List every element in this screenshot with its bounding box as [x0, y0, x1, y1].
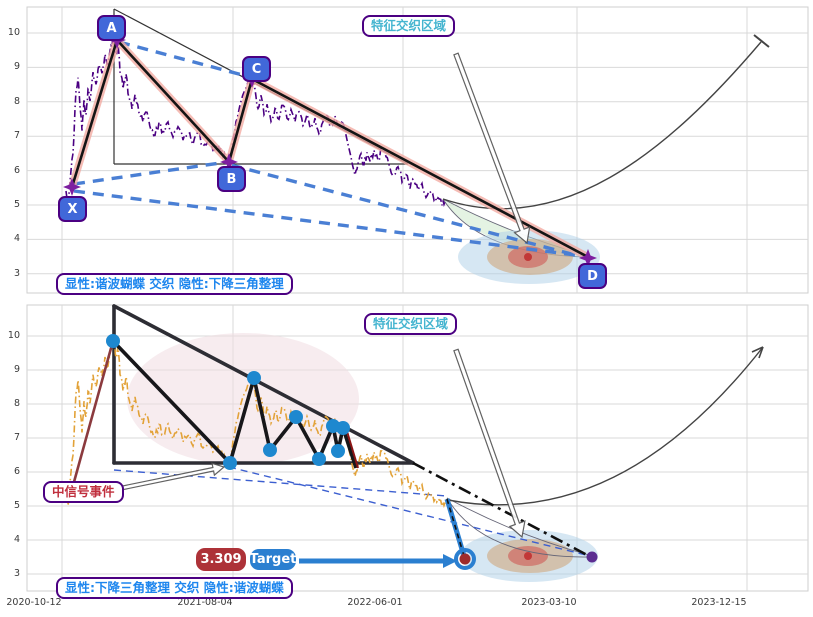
pivot-marker [220, 153, 238, 171]
target-ring [454, 548, 476, 570]
y-tick-label: 5 [13, 199, 20, 210]
price-series-bottom [65, 337, 446, 509]
touch-point-dot [223, 456, 237, 470]
x-tick-label: 2023-12-15 [691, 597, 747, 608]
mid-signal-event-label: 中信号事件 [43, 481, 124, 503]
cd-leg-dash-overlay [446, 498, 465, 557]
lens-curve-lower [446, 497, 590, 558]
target-zone-center-dot [524, 552, 532, 560]
y-tick-label: 9 [13, 61, 20, 73]
y-tick-label: 8 [13, 95, 20, 107]
y-tick-label: 5 [13, 500, 20, 511]
pivot-label-a: A [97, 15, 126, 41]
pivot-marker [579, 249, 597, 267]
pivot-label-c: C [242, 56, 271, 82]
y-tick-label: 6 [13, 466, 20, 477]
feature-interweave-zone-label-top: 特征交织区域 [362, 15, 456, 37]
signal-pointer-arrow [115, 462, 226, 492]
touch-point-dot [289, 410, 303, 424]
final-leg-red [345, 427, 359, 469]
pivot-label-d: D [578, 263, 607, 289]
pivot-label-b: B [217, 166, 246, 192]
touch-point-dot [331, 444, 345, 458]
hidden-line-a-c [118, 40, 251, 79]
target-badge: Target [250, 549, 296, 570]
target-arrow-head [443, 554, 457, 568]
target-value-badge: 3.309 [196, 548, 246, 571]
zone-pointer-arrow-top [453, 52, 531, 245]
pivot-label-x: X [58, 196, 87, 222]
panel-frame [26, 304, 809, 592]
hidden-dashed-to-d [228, 466, 591, 557]
y-tick-label: 4 [13, 233, 20, 245]
panel-frame [26, 6, 809, 294]
pivot-marker [63, 178, 81, 196]
y-tick-label: 8 [13, 398, 20, 409]
feature-interweave-zone-label-bottom: 特征交织区域 [364, 313, 458, 335]
touch-point-dot [247, 371, 261, 385]
trend-arc-cap [753, 34, 770, 48]
touch-point-dot [312, 452, 326, 466]
y-tick-label: 7 [13, 130, 20, 142]
x-tick-label: 2022-06-01 [347, 597, 403, 608]
touch-point-dot [336, 421, 350, 435]
zone-pointer-arrow-bottom [453, 348, 526, 539]
y-tick-label: 6 [13, 164, 20, 176]
harmonic-legs-halo [68, 32, 590, 261]
touch-point-dot [263, 443, 277, 457]
target-zone-center-dot [524, 253, 532, 261]
y-tick-label: 10 [7, 330, 20, 341]
hidden-dashed-support [113, 469, 448, 497]
xa-leg [72, 340, 115, 483]
y-tick-label: 9 [13, 364, 20, 375]
x-tick-label: 2023-03-10 [521, 597, 577, 608]
explicit-pattern-label-top: 显性:谐波蝴蝶 交织 隐性:下降三角整理 [56, 273, 293, 295]
y-tick-label: 3 [13, 267, 20, 279]
touch-point-dot [106, 334, 120, 348]
y-tick-label: 10 [7, 27, 20, 38]
breakdown-projection [412, 461, 590, 558]
y-tick-label: 4 [13, 534, 20, 545]
triangle-hypotenuse [112, 304, 415, 465]
hidden-line-b-d [230, 163, 584, 259]
y-tick-label: 7 [13, 432, 20, 443]
x-tick-label: 2020-10-12 [6, 597, 62, 608]
hidden-line-x-d [73, 189, 584, 258]
hidden-line-x-b [73, 160, 228, 186]
trend-arc [447, 346, 764, 506]
x-tick-label: 2021-08-04 [177, 597, 233, 608]
explicit-pattern-label-bottom: 显性:下降三角整理 交织 隐性:谐波蝴蝶 [56, 577, 293, 599]
projection-end-dot [586, 551, 598, 563]
trend-arc-head [758, 346, 764, 359]
y-tick-label: 3 [13, 568, 20, 579]
triangle-zigzag [111, 339, 358, 469]
trend-arc-head [751, 346, 764, 353]
target-core [459, 553, 471, 565]
